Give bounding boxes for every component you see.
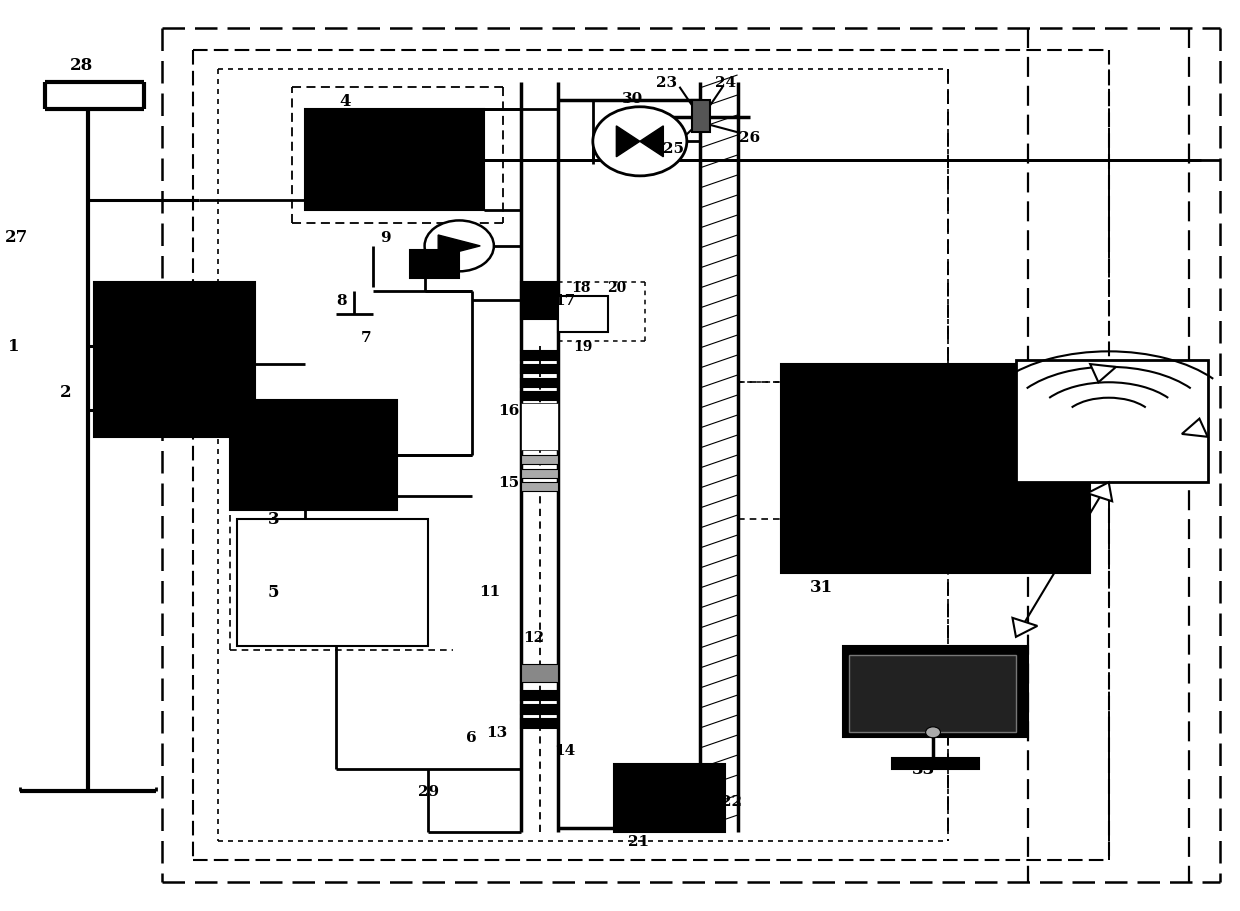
Polygon shape [1013, 619, 1038, 637]
Text: 3: 3 [268, 510, 279, 527]
Bar [558, 297, 608, 333]
Polygon shape [438, 236, 480, 258]
Bar [231, 401, 397, 510]
Text: 19: 19 [573, 340, 593, 353]
Bar [614, 764, 725, 833]
Bar [1016, 360, 1208, 483]
Text: 21: 21 [627, 834, 650, 848]
Text: 17: 17 [554, 294, 575, 308]
Text: 20: 20 [606, 281, 626, 294]
Text: 23: 23 [656, 77, 677, 90]
Text: 4: 4 [340, 93, 351, 110]
Text: 10: 10 [423, 111, 446, 128]
Text: 33: 33 [911, 761, 935, 777]
Text: 24: 24 [714, 77, 735, 90]
Text: 1: 1 [9, 338, 20, 355]
Bar [521, 469, 558, 478]
Text: 28: 28 [71, 56, 93, 74]
Text: 26: 26 [739, 130, 760, 145]
Polygon shape [616, 127, 640, 158]
Bar [849, 655, 1016, 732]
Polygon shape [1090, 364, 1116, 383]
Text: 30: 30 [621, 92, 644, 106]
Bar [521, 352, 558, 360]
Text: 18: 18 [570, 281, 590, 294]
Circle shape [593, 107, 687, 177]
Text: 2: 2 [60, 384, 72, 401]
Bar [843, 646, 1028, 737]
Text: 15: 15 [498, 476, 520, 490]
Bar [409, 251, 459, 279]
Text: 29: 29 [418, 784, 439, 799]
Text: 14: 14 [554, 743, 575, 758]
Polygon shape [1087, 483, 1112, 502]
Circle shape [925, 727, 940, 738]
Text: 31: 31 [810, 578, 833, 596]
Bar [893, 758, 978, 769]
Text: 11: 11 [480, 585, 501, 599]
Text: 32: 32 [1027, 488, 1050, 505]
Text: 22: 22 [720, 793, 742, 808]
Polygon shape [640, 127, 663, 158]
Text: 13: 13 [486, 725, 507, 740]
Bar [692, 101, 711, 133]
Text: 7: 7 [361, 331, 372, 344]
Bar [521, 283, 558, 319]
Bar [781, 364, 1090, 574]
Bar [521, 379, 558, 387]
Bar [521, 664, 558, 682]
Text: 6: 6 [466, 730, 477, 744]
Text: 25: 25 [662, 141, 683, 156]
Bar [521, 404, 558, 451]
Text: 27: 27 [5, 229, 29, 246]
Bar [94, 283, 255, 437]
Text: 16: 16 [498, 403, 520, 417]
Circle shape [424, 221, 494, 272]
Bar [521, 365, 558, 374]
Bar [521, 705, 558, 714]
Text: 8: 8 [336, 294, 347, 308]
Bar [521, 691, 558, 701]
Polygon shape [1182, 419, 1208, 437]
Text: 9: 9 [379, 230, 391, 244]
Bar [521, 483, 558, 492]
Bar [521, 719, 558, 728]
Text: 12: 12 [523, 630, 544, 644]
Text: 5: 5 [268, 583, 279, 600]
Bar [521, 393, 558, 401]
Bar [237, 519, 428, 646]
Bar [305, 110, 484, 210]
Bar [521, 456, 558, 465]
